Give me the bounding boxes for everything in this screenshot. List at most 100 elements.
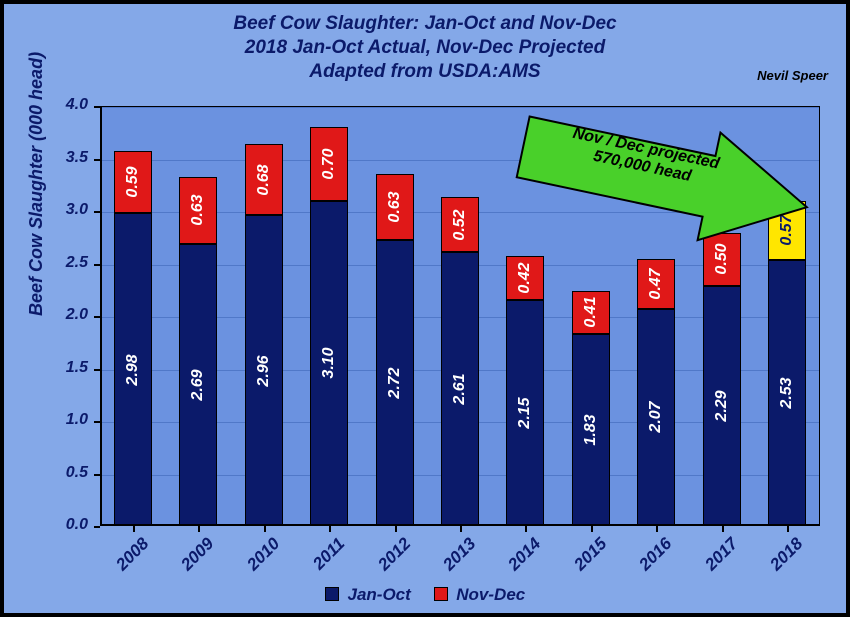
y-axis-line: [100, 106, 102, 526]
y-tick: [94, 369, 100, 371]
bar-seg-nov-dec: 0.52: [441, 197, 479, 252]
y-tick-label: 2.5: [38, 254, 88, 272]
bar-seg-jan-oct: 2.72: [376, 240, 414, 526]
x-tick-label: 2013: [424, 534, 481, 591]
bar-seg-nov-dec: 0.47: [637, 259, 675, 308]
bar-2011: 3.10 0.70: [310, 106, 348, 526]
bar-label-nov-dec: 0.59: [124, 167, 142, 198]
bar-seg-nov-dec: 0.63: [376, 174, 414, 240]
x-tick: [656, 526, 658, 532]
bar-seg-nov-dec: 0.59: [114, 151, 152, 213]
x-tick-label: 2011: [293, 534, 350, 591]
bar-2014: 2.15 0.42: [506, 106, 544, 526]
bar-2018: 2.53 0.57: [768, 106, 806, 526]
bar-seg-nov-dec: 0.42: [506, 256, 544, 300]
x-tick-label: 2017: [685, 534, 742, 591]
bar-label-jan-oct: 2.53: [778, 378, 796, 409]
bar-label-jan-oct: 2.98: [124, 354, 142, 385]
y-tick-label: 3.5: [38, 149, 88, 167]
x-tick-label: 2008: [96, 534, 153, 591]
bar-seg-jan-oct: 2.69: [179, 244, 217, 526]
bar-label-jan-oct: 2.96: [255, 355, 273, 386]
bar-2015: 1.83 0.41: [572, 106, 610, 526]
bar-seg-nov-dec: 0.63: [179, 177, 217, 243]
bar-2012: 2.72 0.63: [376, 106, 414, 526]
x-tick: [264, 526, 266, 532]
y-tick: [94, 106, 100, 108]
bar-label-jan-oct: 2.15: [516, 398, 534, 429]
x-tick-label: 2009: [162, 534, 219, 591]
x-tick: [787, 526, 789, 532]
bar-2010: 2.96 0.68: [245, 106, 283, 526]
bar-seg-nov-dec: 0.50: [703, 233, 741, 286]
x-tick: [525, 526, 527, 532]
bar-seg-jan-oct: 2.53: [768, 260, 806, 526]
bar-label-nov-dec: 0.68: [255, 164, 273, 195]
bar-seg-nov-dec: 0.41: [572, 291, 610, 334]
bar-seg-nov-dec: 0.70: [310, 127, 348, 201]
bar-2009: 2.69 0.63: [179, 106, 217, 526]
y-tick: [94, 526, 100, 528]
x-tick: [133, 526, 135, 532]
bar-label-nov-dec: 0.42: [516, 263, 534, 294]
y-tick-label: 2.0: [38, 306, 88, 324]
y-tick: [94, 211, 100, 213]
author-credit: Nevil Speer: [757, 68, 828, 83]
x-tick: [591, 526, 593, 532]
y-tick: [94, 421, 100, 423]
bar-2008: 2.98 0.59: [114, 106, 152, 526]
bar-label-nov-dec: 0.70: [320, 148, 338, 179]
y-tick: [94, 159, 100, 161]
x-tick: [460, 526, 462, 532]
y-tick-label: 0.0: [38, 516, 88, 534]
bar-seg-jan-oct: 2.61: [441, 252, 479, 526]
bar-label-jan-oct: 2.07: [647, 402, 665, 433]
y-tick: [94, 316, 100, 318]
bar-label-jan-oct: 3.10: [320, 348, 338, 379]
bar-label-nov-dec: 0.63: [189, 195, 207, 226]
x-tick: [329, 526, 331, 532]
legend-swatch-jan-oct: [325, 587, 339, 601]
bar-seg-jan-oct: 1.83: [572, 334, 610, 526]
y-tick-label: 1.0: [38, 411, 88, 429]
y-tick: [94, 264, 100, 266]
bar-label-nov-dec: 0.41: [582, 297, 600, 328]
bar-seg-jan-oct: 2.15: [506, 300, 544, 526]
x-tick-label: 2015: [554, 534, 611, 591]
bar-2013: 2.61 0.52: [441, 106, 479, 526]
bar-label-nov-dec: 0.50: [713, 244, 731, 275]
bar-seg-jan-oct: 2.98: [114, 213, 152, 526]
bar-label-jan-oct: 2.61: [451, 373, 469, 404]
x-tick: [722, 526, 724, 532]
y-tick: [94, 474, 100, 476]
x-tick-label: 2018: [751, 534, 808, 591]
chart-title: Beef Cow Slaughter: Jan-Oct and Nov-Dec …: [4, 12, 846, 83]
title-line-3: Adapted from USDA:AMS: [4, 60, 846, 84]
legend-label-jan-oct: Jan-Oct: [348, 585, 411, 604]
bar-seg-jan-oct: 3.10: [310, 201, 348, 527]
bar-seg-nov-dec: 0.68: [245, 144, 283, 215]
x-tick-label: 2010: [227, 534, 284, 591]
title-line-1: Beef Cow Slaughter: Jan-Oct and Nov-Dec: [4, 12, 846, 36]
bar-seg-jan-oct: 2.29: [703, 286, 741, 526]
bar-label-nov-dec: 0.47: [647, 268, 665, 299]
bar-label-jan-oct: 1.83: [582, 414, 600, 445]
y-axis-title: Beef Cow Slaughter (000 head): [26, 52, 47, 316]
bar-label-nov-dec: 0.57: [778, 215, 796, 246]
y-tick-label: 3.0: [38, 201, 88, 219]
x-tick-label: 2014: [489, 534, 546, 591]
legend-label-nov-dec: Nov-Dec: [456, 585, 525, 604]
bar-seg-jan-oct: 2.96: [245, 215, 283, 526]
bar-label-nov-dec: 0.63: [386, 192, 404, 223]
y-tick-label: 1.5: [38, 359, 88, 377]
bar-label-jan-oct: 2.29: [713, 390, 731, 421]
x-tick-label: 2012: [358, 534, 415, 591]
x-tick: [198, 526, 200, 532]
y-tick-label: 4.0: [38, 96, 88, 114]
y-tick-label: 0.5: [38, 464, 88, 482]
x-tick-label: 2016: [620, 534, 677, 591]
bar-label-jan-oct: 2.69: [189, 369, 207, 400]
bar-seg-nov-dec: 0.57: [768, 201, 806, 261]
chart-frame: Beef Cow Slaughter: Jan-Oct and Nov-Dec …: [0, 0, 850, 617]
bar-seg-jan-oct: 2.07: [637, 309, 675, 526]
